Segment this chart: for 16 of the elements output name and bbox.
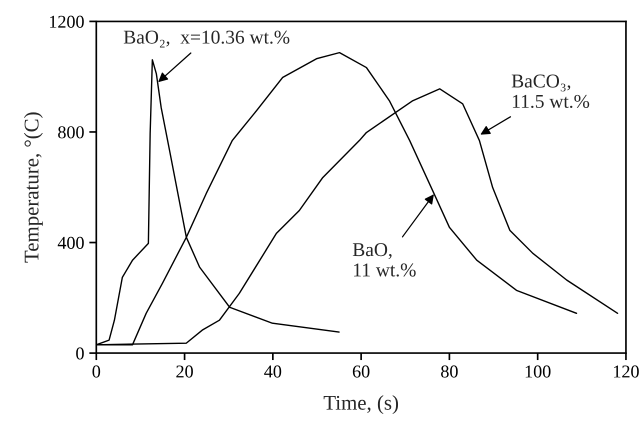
annotation: BaO, 11 wt.% bbox=[352, 243, 416, 277]
y-tick-label: 0 bbox=[76, 347, 84, 360]
y-tick-label: 800 bbox=[58, 126, 84, 138]
x-tick-label: 120 bbox=[614, 365, 639, 378]
x-axis-title: Time, (s) bbox=[324, 395, 398, 414]
y-tick-label: 1200 bbox=[50, 16, 84, 28]
x-tick-label: 100 bbox=[526, 365, 551, 378]
x-tick-label: 80 bbox=[441, 365, 458, 378]
y-axis-title: Temperature, °(C) bbox=[24, 112, 43, 263]
x-tick-label: 40 bbox=[264, 365, 282, 378]
annotation: BaCO₃, 11.5 wt.% bbox=[512, 74, 590, 108]
annotation: BaO₂, x=10.36 wt.% bbox=[124, 30, 290, 48]
x-tick-label: 20 bbox=[176, 365, 193, 378]
y-tick-label: 400 bbox=[58, 236, 84, 249]
x-tick-label: 0 bbox=[92, 365, 100, 378]
x-tick-label: 60 bbox=[352, 365, 370, 378]
